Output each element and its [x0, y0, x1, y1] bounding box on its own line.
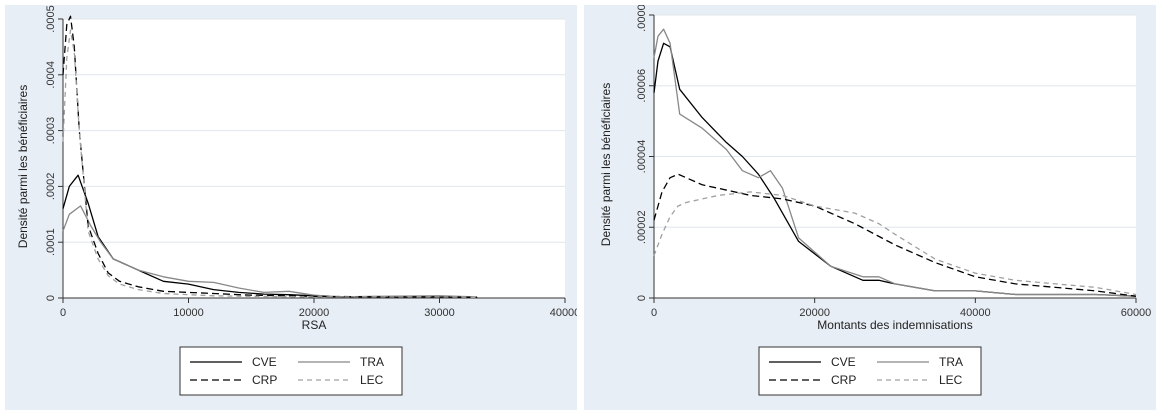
y-tick-label: .0003 — [45, 117, 57, 145]
legend-label-crp: CRP — [831, 373, 856, 387]
x-tick-label: 30000 — [424, 307, 455, 319]
legend-label-cve: CVE — [252, 355, 277, 369]
legend-label-lec: LEC — [360, 373, 384, 387]
x-axis-title: Montants des indemnisations — [817, 318, 972, 332]
x-tick-label: 10000 — [173, 307, 204, 319]
x-axis-title: RSA — [302, 318, 327, 332]
legend-box — [758, 346, 982, 396]
chart-panel-rsa: 0 .0001 .0002 .0003 .0004 .0005 0 10000 20000 300… — [5, 5, 577, 410]
legend-box — [179, 346, 403, 396]
series-line-crp — [62, 15, 478, 299]
series-line-tra — [653, 28, 1137, 297]
legend-label-tra: TRA — [939, 355, 963, 369]
indemnisations-density-chart: 0 .00002 .00004 .00006 .00008 0 20000 40000 6000… — [599, 5, 1152, 396]
series-line-crp — [653, 173, 1137, 297]
x-tick-label: 20000 — [799, 307, 830, 319]
y-tick-label: 0 — [636, 295, 648, 301]
y-axis-title: Densité parmi les bénéficiaires — [599, 83, 613, 246]
legend: CVE TRA CRP LEC — [758, 346, 982, 396]
y-tick-label: .0001 — [45, 228, 57, 256]
legend-label-crp: CRP — [252, 373, 277, 387]
series-line-lec — [653, 191, 1137, 296]
y-tick-label: .0005 — [45, 5, 57, 33]
y-axis-title: Densité parmi les bénéficiaires — [16, 85, 30, 248]
legend-label-cve: CVE — [831, 355, 856, 369]
y-tick-label: .0004 — [45, 61, 57, 89]
legend-label-tra: TRA — [360, 355, 384, 369]
rsa-density-chart: 0 .0001 .0002 .0003 .0004 .0005 0 10000 20000 300… — [16, 5, 577, 396]
x-tick-label: 20000 — [299, 307, 330, 319]
y-tick-label: .00004 — [636, 140, 648, 174]
x-tick-label: 40000 — [960, 307, 991, 319]
legend-label-lec: LEC — [939, 373, 963, 387]
plot-area — [63, 19, 565, 298]
y-tick-label: 0 — [45, 295, 57, 301]
x-tick-label: 60000 — [1121, 307, 1152, 319]
x-tick-label: 0 — [60, 307, 66, 319]
y-tick-label: .00006 — [636, 69, 648, 103]
x-tick-label: 40000 — [550, 307, 577, 319]
y-tick-label: .0002 — [45, 173, 57, 201]
series-line-lec — [62, 29, 478, 299]
y-tick-label: .00008 — [636, 5, 648, 32]
legend: CVE TRA CRP LEC — [179, 346, 403, 396]
x-tick-label: 0 — [651, 307, 657, 319]
chart-panel-indemnisations: 0 .00002 .00004 .00006 .00008 0 20000 40000 6000… — [584, 5, 1156, 410]
y-tick-label: .00002 — [636, 210, 648, 244]
